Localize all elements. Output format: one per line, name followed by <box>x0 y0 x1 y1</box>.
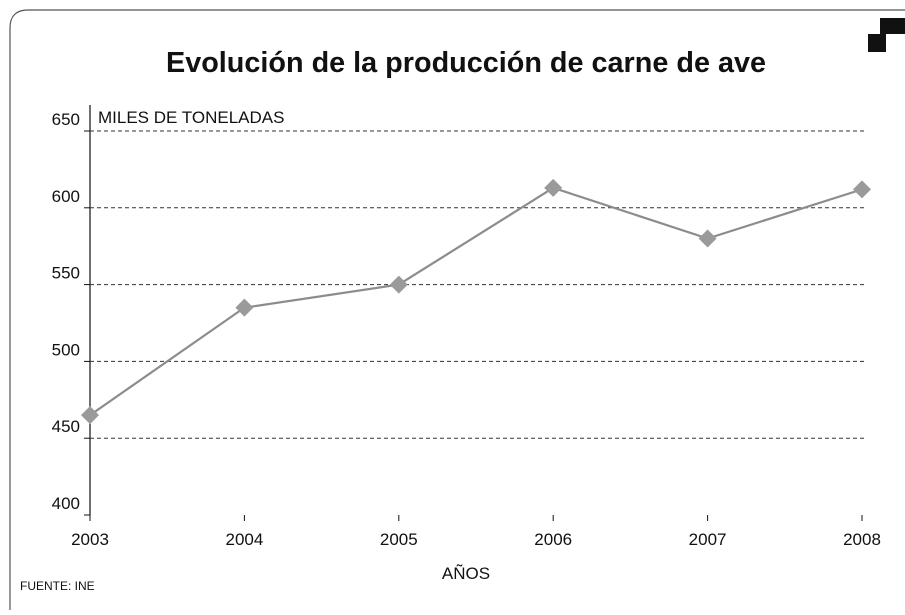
y-tick-label: 650 <box>52 110 80 129</box>
y-tick-label: 450 <box>52 417 80 436</box>
marker <box>235 298 254 317</box>
marker <box>81 406 99 425</box>
marker <box>853 180 871 199</box>
x-tick-label: 2003 <box>71 530 109 549</box>
y-axis-label: MILES DE TONELADAS <box>98 108 284 127</box>
chart-title: Evolución de la producción de carne de a… <box>166 47 766 79</box>
y-tick-label: 600 <box>52 187 80 206</box>
y-tick-label: 550 <box>52 264 80 283</box>
frame <box>9 9 905 610</box>
marker <box>389 275 408 294</box>
source: FUENTE: INE <box>20 579 95 593</box>
decor-square <box>868 34 886 52</box>
y-tick-label: 400 <box>52 494 80 513</box>
line <box>89 186 863 417</box>
marker <box>698 229 717 248</box>
marker <box>544 178 563 197</box>
y-tick-label: 500 <box>52 340 80 359</box>
x-tick-label: 2004 <box>225 530 263 549</box>
x-tick-label: 2005 <box>380 530 418 549</box>
x-tick-label: 2008 <box>843 530 881 549</box>
decor-square <box>880 18 905 34</box>
x-axis-label: AÑOS <box>442 564 490 583</box>
x-tick-label: 2007 <box>689 530 727 549</box>
x-tick-label: 2006 <box>534 530 572 549</box>
